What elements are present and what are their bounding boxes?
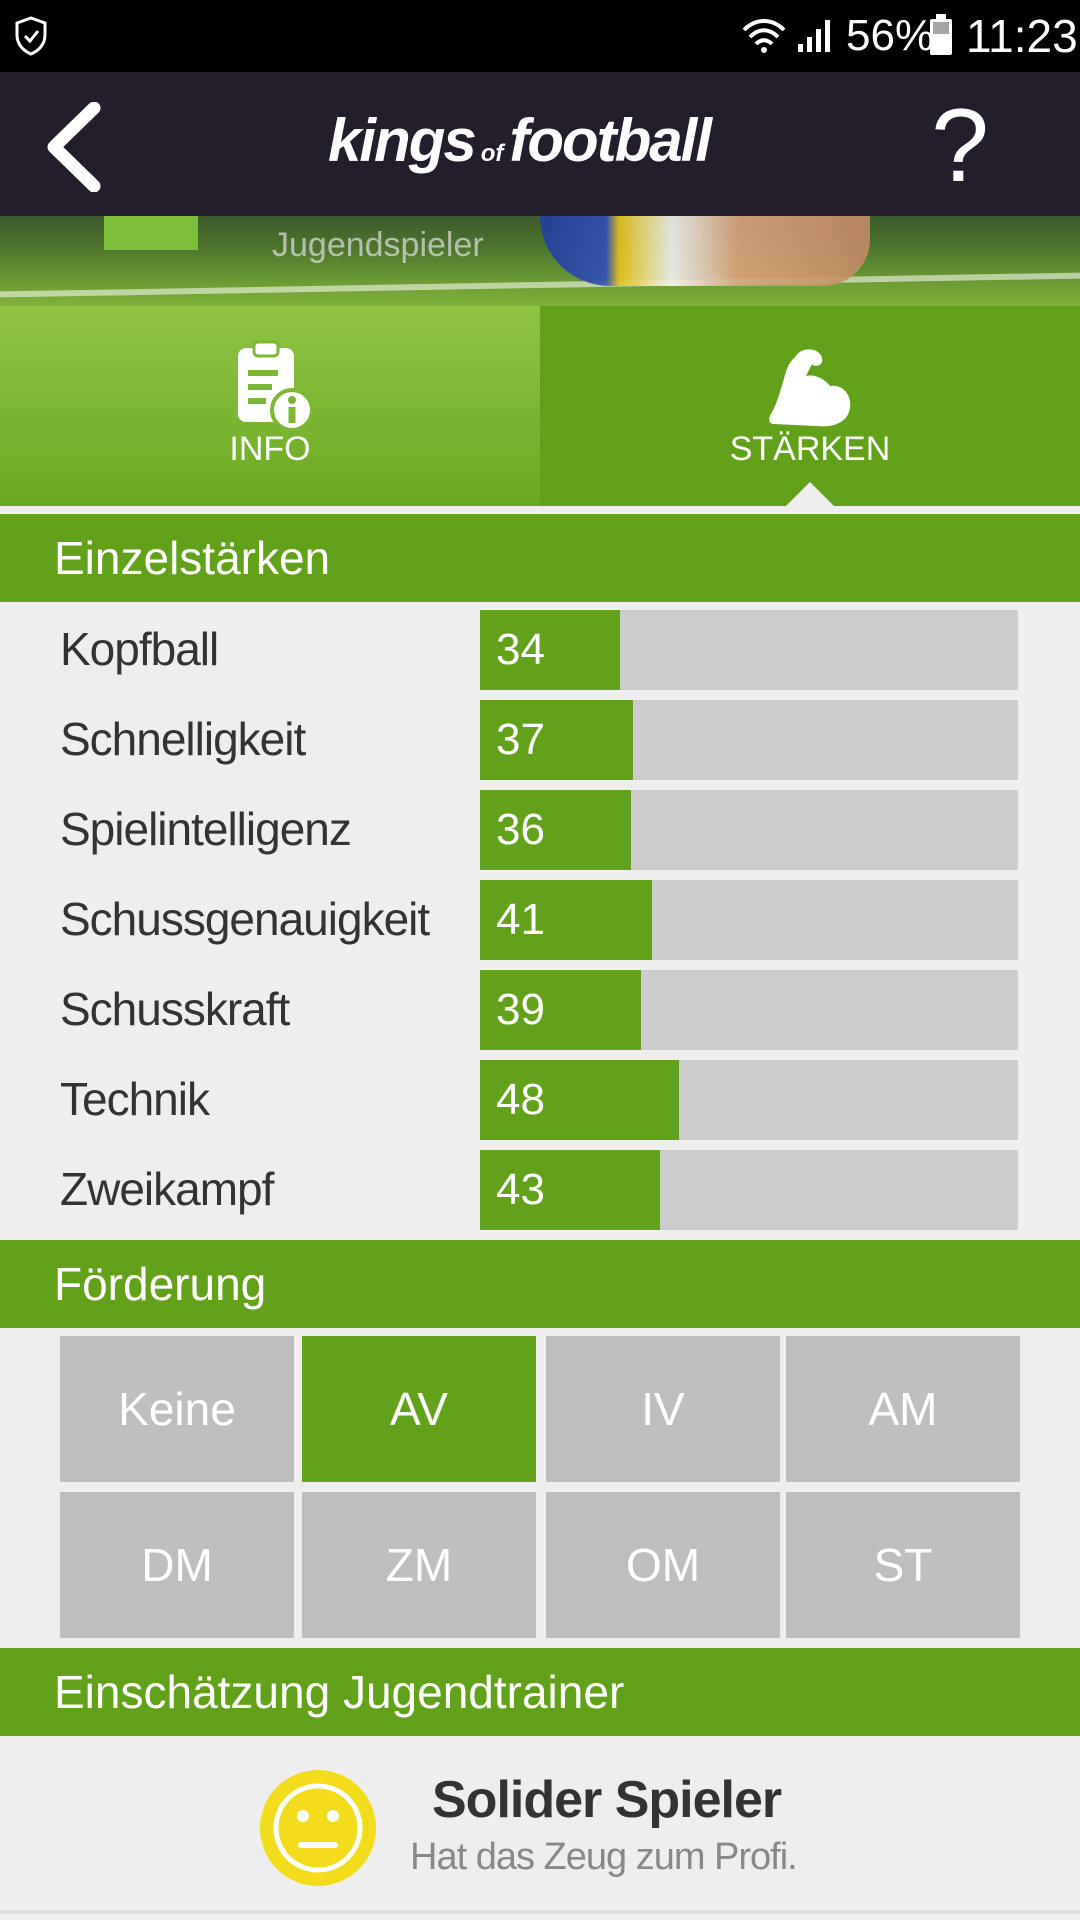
stat-value: 43 [496,1165,545,1214]
stat-label: Schussgenauigkeit [60,893,430,945]
stat-value: 39 [496,985,545,1034]
promotion-option[interactable]: OM [546,1492,780,1638]
chevron-left-icon [47,101,101,193]
stat-label: Spielintelligenz [60,803,352,855]
shield-icon [15,16,47,56]
stat-value: 41 [496,895,545,944]
logo-of: of [480,140,504,167]
stat-bar-fill [480,1150,661,1230]
stat-label: Schnelligkeit [60,713,306,765]
stat-row: Technik 48 [0,1058,1080,1140]
promotion-option[interactable]: ST [786,1492,1020,1638]
stat-bar-track: 39 [480,970,1018,1050]
banner-subtitle: Jugendspieler [272,226,484,264]
stat-bar-track: 43 [480,1150,1018,1230]
stat-bar-fill [480,970,642,1050]
clipboard-info-icon [238,340,314,432]
clock: 11:23 [966,10,1078,62]
battery-percentage: 56% [846,11,935,60]
stat-label: Technik [60,1073,210,1125]
logo-football: football [509,107,712,174]
app-bar: kings of football ? [0,72,1080,216]
stat-row: Schnelligkeit 37 [0,698,1080,780]
stat-label: Schusskraft [60,983,290,1035]
stat-row: Zweikampf 43 [0,1148,1080,1230]
stat-bar-fill [480,610,620,690]
stat-label: Kopfball [60,623,219,675]
app-logo: kings of football [328,106,758,186]
banner-tag [104,216,198,250]
assessment-subtitle: Hat das Zeug zum Profi. [410,1836,798,1878]
stat-value: 48 [496,1075,545,1124]
assessment-title: Solider Spieler [432,1771,782,1829]
help-button[interactable]: ? [931,88,989,204]
stat-bar-track: 34 [480,610,1018,690]
back-button[interactable] [38,101,108,193]
section-header-strengths: Einzelstärken [0,514,1080,602]
tab-strengths[interactable]: STÄRKEN [540,306,1080,506]
header-banner: Jugendspieler [0,216,1080,306]
stat-bar-fill [480,1060,680,1140]
status-bar: 56% 11:23 [0,0,1080,72]
stat-bar-track: 48 [480,1060,1018,1140]
logo-kings: kings [328,107,477,174]
stat-bar-fill [480,880,653,960]
stat-value: 34 [496,625,545,674]
stat-bar-track: 37 [480,700,1018,780]
pitch-line [0,272,1080,298]
tab-strengths-label: STÄRKEN [729,430,891,468]
stat-bar-track: 36 [480,790,1018,870]
stat-row: Schussgenauigkeit 41 [0,878,1080,960]
promotion-option[interactable]: Keine [60,1336,294,1482]
active-tab-indicator [786,482,834,506]
promotion-option[interactable]: AM [786,1336,1020,1482]
section-header-assessment: Einschätzung Jugendtrainer [0,1648,1080,1736]
stat-bar-fill [480,700,634,780]
section-header-promotion: Förderung [0,1240,1080,1328]
stat-value: 36 [496,805,545,854]
promotion-option[interactable]: AV [302,1336,536,1482]
bottom-divider [0,1910,1080,1914]
stat-label: Zweikampf [60,1163,274,1215]
promotion-option[interactable]: DM [60,1492,294,1638]
stat-row: Kopfball 34 [0,608,1080,690]
stat-bar-track: 41 [480,880,1018,960]
player-photo [540,216,870,286]
tab-info-label: INFO [229,430,311,468]
neutral-face-icon [260,1770,376,1886]
battery-icon [930,14,952,55]
flexed-biceps-icon [769,349,851,427]
tab-info[interactable]: INFO [0,306,540,506]
stat-row: Schusskraft 39 [0,968,1080,1050]
signal-icon [798,20,830,52]
stat-row: Spielintelligenz 36 [0,788,1080,870]
wifi-icon [742,19,786,53]
promotion-option[interactable]: ZM [302,1492,536,1638]
stat-value: 37 [496,715,545,764]
tab-bar: INFO STÄRKEN [0,306,1080,506]
promotion-option[interactable]: IV [546,1336,780,1482]
stat-bar-fill [480,790,631,870]
